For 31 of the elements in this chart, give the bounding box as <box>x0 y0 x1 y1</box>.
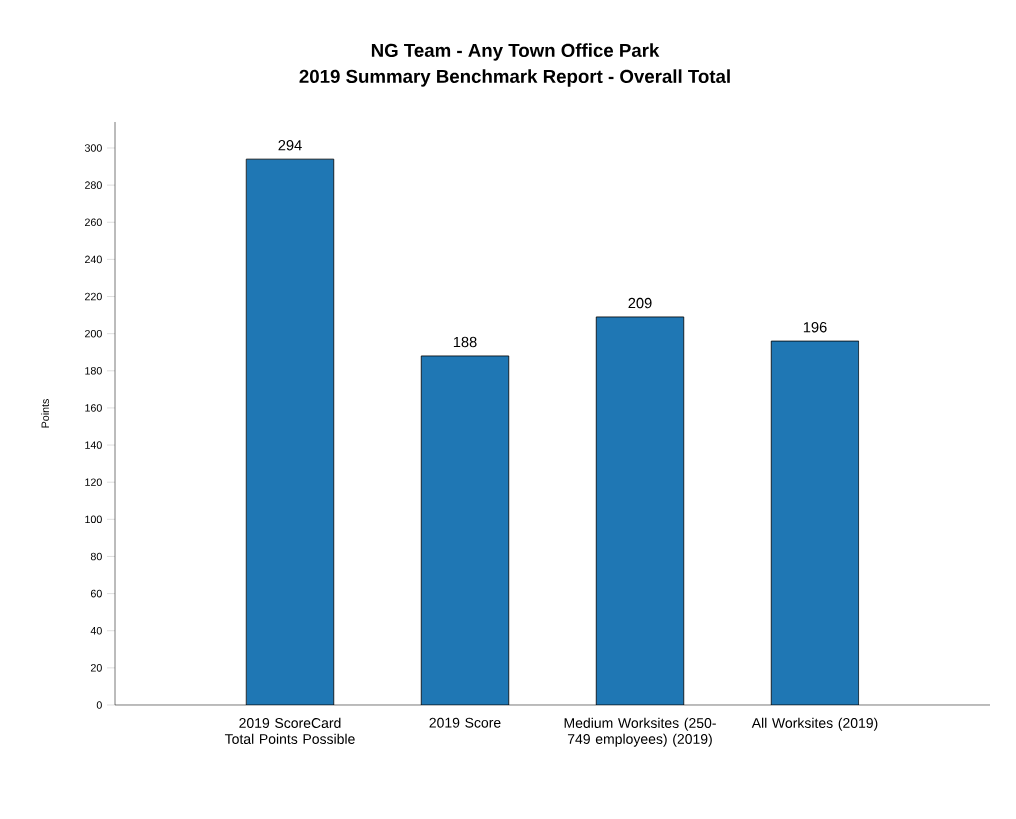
y-tick-label: 200 <box>85 329 102 338</box>
y-tick-label: 220 <box>85 292 102 301</box>
data-label: 209 <box>628 297 652 309</box>
bar <box>420 355 510 705</box>
chart-subtitle: 2019 Summary Benchmark Report - Overall Total <box>299 69 730 87</box>
y-tick-label: 80 <box>90 552 102 561</box>
y-tick-label: 120 <box>85 478 102 486</box>
data-label: 294 <box>278 140 302 151</box>
y-tick-label: 140 <box>85 441 102 449</box>
y-tick-label: 20 <box>90 664 102 672</box>
y-tick-label: 40 <box>90 626 102 635</box>
bar <box>245 158 335 705</box>
x-tick-label: 2019 ScoreCard Total Points Possible <box>224 717 355 744</box>
x-tick-label: All Worksites (2019) <box>751 717 878 731</box>
y-axis-title: Points <box>41 399 50 428</box>
data-label: 196 <box>803 322 827 333</box>
y-tick-label: 100 <box>85 515 102 524</box>
y-tick-label: 0 <box>96 701 102 709</box>
x-tick-label: Medium Worksites (250-749 employees) (2019) <box>564 717 716 747</box>
data-label: 188 <box>453 336 477 348</box>
y-tick-label: 300 <box>84 144 102 152</box>
y-tick-label: 160 <box>85 404 102 412</box>
y-tick-label: 60 <box>90 589 102 598</box>
y-tick-label: 240 <box>85 255 102 264</box>
y-tick-label: 280 <box>85 181 102 189</box>
y-tick-label: 260 <box>85 218 102 227</box>
y-tick-label: 180 <box>85 367 102 375</box>
x-tick-label: 2019 Score <box>429 717 501 728</box>
chart-title: NG Team - Any Town Office Park <box>371 43 660 61</box>
bar <box>770 340 860 705</box>
bar <box>595 316 685 705</box>
